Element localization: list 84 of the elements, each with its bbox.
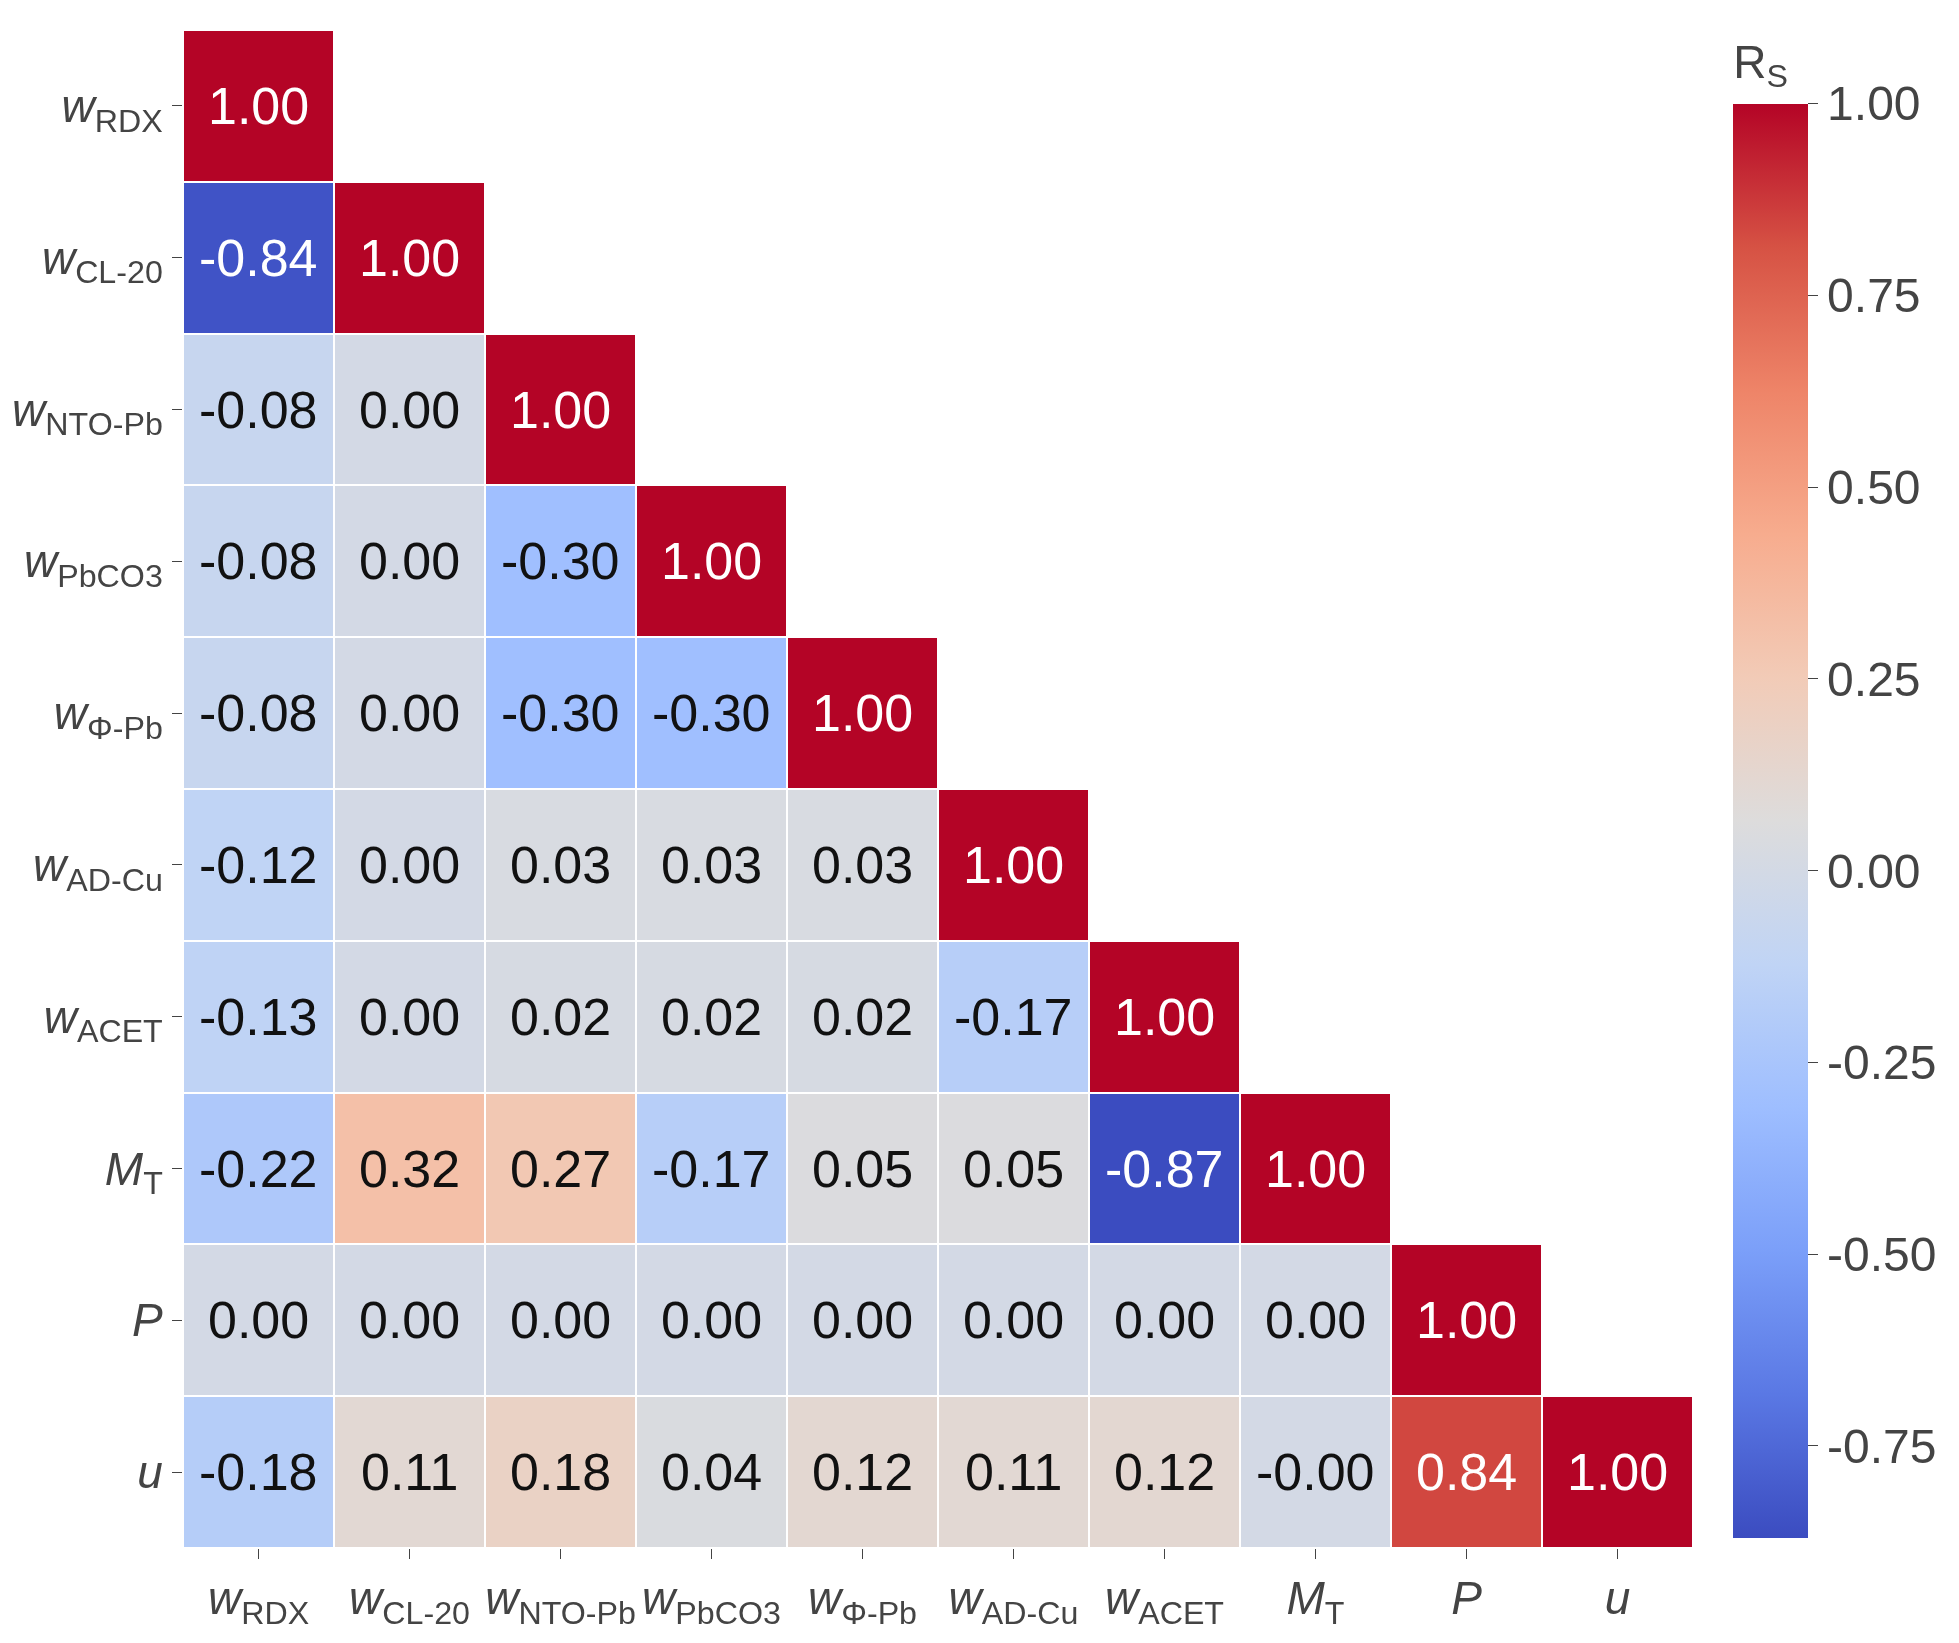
- data-label: -0.30: [501, 532, 620, 590]
- data-label: 0.02: [661, 988, 763, 1046]
- color-bar-label: 0.00: [1827, 844, 1921, 898]
- data-label: -0.12: [199, 836, 318, 894]
- x-tick-label: w$_{PbCO3}$: [642, 1572, 781, 1631]
- color-bar-label: 0.25: [1827, 652, 1921, 706]
- x-tick-label: u: [1604, 1572, 1631, 1625]
- data-label: 0.00: [661, 1291, 763, 1349]
- color-bar-label: -0.25: [1827, 1036, 1937, 1090]
- data-label: 0.00: [1114, 1291, 1216, 1349]
- data-label: 0.84: [1416, 1443, 1518, 1501]
- data-label: -0.22: [199, 1140, 318, 1198]
- data-label: -0.00: [1256, 1443, 1375, 1501]
- data-label: 1.00: [208, 77, 310, 135]
- data-label: 0.00: [1265, 1291, 1367, 1349]
- color-bar-label: 1.00: [1827, 77, 1921, 131]
- x-tick-label: P: [1451, 1572, 1483, 1625]
- data-label: 0.00: [963, 1291, 1065, 1349]
- color-bar-title: R$_{S}$: [1733, 35, 1788, 95]
- color-bar-label: -0.50: [1827, 1228, 1937, 1281]
- data-label: 0.00: [359, 836, 461, 894]
- data-label: 0.00: [812, 1291, 914, 1349]
- y-tick-label: w$_{ACET}$: [43, 990, 163, 1050]
- data-label: -0.17: [954, 988, 1073, 1046]
- data-label: 1.00: [1114, 988, 1216, 1046]
- x-tick-label: w$_{ACET}$: [1104, 1572, 1225, 1631]
- x-tick-label: w$_{RDX}$: [207, 1572, 310, 1631]
- data-label: 1.00: [1265, 1140, 1367, 1198]
- data-label: 0.12: [812, 1443, 914, 1501]
- data-label: 0.02: [510, 988, 612, 1046]
- data-label: 1.00: [1416, 1291, 1518, 1349]
- data-label: -0.87: [1105, 1140, 1224, 1198]
- x-tick-label: M$_{T}$: [1286, 1572, 1345, 1631]
- y-tick-label: w$_{RDX}$: [61, 80, 163, 139]
- data-label: 0.27: [510, 1140, 612, 1198]
- data-label: 0.02: [812, 988, 914, 1046]
- data-label: 0.18: [510, 1443, 612, 1501]
- color-bar-label: 0.50: [1827, 460, 1921, 514]
- x-tick-label: w$_{CL-20}$: [349, 1572, 470, 1631]
- data-label: 1.00: [1567, 1443, 1669, 1501]
- x-tick-label: w$_{NTO-Pb}$: [485, 1572, 636, 1631]
- data-label: 1.00: [661, 532, 763, 590]
- y-tick-label: P: [132, 1294, 164, 1347]
- data-label: -0.30: [501, 684, 620, 742]
- data-label: -0.17: [652, 1140, 771, 1198]
- data-label: 0.32: [359, 1140, 461, 1198]
- data-label: -0.08: [199, 684, 318, 742]
- data-label: -0.08: [199, 381, 318, 439]
- data-label: 0.04: [661, 1443, 763, 1501]
- y-tick-label: w$_{Φ-Pb}$: [53, 687, 163, 746]
- color-bar-label: 0.75: [1827, 269, 1921, 323]
- data-label: -0.08: [199, 532, 318, 590]
- y-tick-label: w$_{PbCO3}$: [24, 535, 163, 595]
- y-tick-label: w$_{AD-Cu}$: [32, 839, 163, 898]
- y-tick-label: w$_{NTO-Pb}$: [12, 383, 163, 443]
- y-tick-label: u: [137, 1446, 163, 1499]
- data-label: -0.84: [199, 229, 318, 287]
- data-label: 1.00: [812, 684, 914, 742]
- data-label: 0.03: [812, 836, 914, 894]
- y-tick-label: M$_{T}$: [104, 1142, 163, 1202]
- data-label: 0.05: [963, 1140, 1065, 1198]
- y-tick-label: w$_{CL-20}$: [41, 231, 163, 291]
- x-tick-label: w$_{AD-Cu}$: [948, 1572, 1079, 1631]
- data-label: 1.00: [510, 381, 612, 439]
- data-label: 0.03: [661, 836, 763, 894]
- data-label: 0.03: [510, 836, 612, 894]
- data-label: 0.00: [359, 532, 461, 590]
- data-label: 1.00: [963, 836, 1065, 894]
- data-label: 0.11: [361, 1443, 459, 1501]
- data-label: -0.18: [199, 1443, 318, 1501]
- data-label: 0.00: [510, 1291, 612, 1349]
- data-label: 0.00: [359, 381, 461, 439]
- data-label: 1.00: [359, 229, 461, 287]
- data-label: 0.00: [359, 684, 461, 742]
- data-label: 0.12: [1114, 1443, 1216, 1501]
- data-label: 0.00: [359, 1291, 461, 1349]
- x-tick-label: w$_{Φ-Pb}$: [807, 1572, 918, 1631]
- data-label: 0.11: [965, 1443, 1063, 1501]
- data-label: 0.00: [359, 988, 461, 1046]
- data-label: -0.30: [652, 684, 771, 742]
- data-label: 0.00: [208, 1291, 310, 1349]
- data-label: 0.05: [812, 1140, 914, 1198]
- color-bar-label: -0.75: [1827, 1419, 1937, 1473]
- data-label: -0.13: [199, 988, 318, 1046]
